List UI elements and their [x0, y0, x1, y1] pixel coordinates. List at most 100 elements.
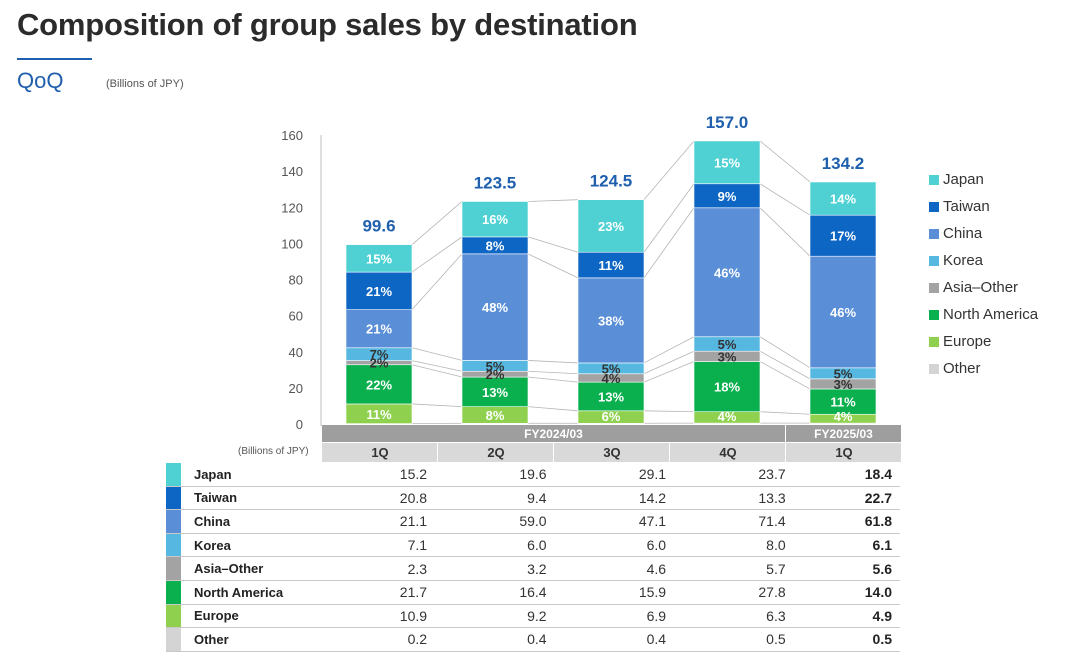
row-swatch: [166, 533, 181, 558]
table-cell: 21.1: [322, 509, 443, 534]
percentage-label: 4%: [834, 409, 853, 424]
quarter-label: 3Q: [603, 445, 620, 460]
percentage-label: 8%: [486, 408, 505, 423]
bar-segment: [577, 251, 645, 279]
percentage-label: 4%: [718, 409, 737, 424]
bar-segment: [809, 255, 877, 369]
legend-label: Europe: [943, 333, 992, 350]
y-tick-label: 20: [289, 381, 303, 396]
total-label: 123.5: [474, 173, 517, 192]
percentage-label: 13%: [482, 385, 508, 400]
table-cell: 0.5: [800, 627, 900, 652]
row-swatch: [166, 486, 181, 511]
connector-line: [527, 360, 579, 364]
legend-swatch: [929, 363, 939, 374]
table-cell: 6.1: [800, 533, 900, 558]
legend-label: Other: [943, 360, 981, 377]
percentage-label: 14%: [830, 192, 856, 207]
percentage-label: 22%: [366, 377, 392, 392]
table-cell: 6.0: [561, 533, 682, 558]
percentage-label: 11%: [366, 407, 392, 422]
percentage-label: 5%: [834, 366, 853, 381]
table-cell: 5.6: [800, 556, 900, 581]
row-label: Europe: [180, 604, 323, 629]
percentage-label: 17%: [830, 229, 856, 244]
connector-line: [411, 236, 463, 273]
percentage-label: 2%: [486, 367, 505, 382]
percentage-label: 5%: [486, 359, 505, 374]
legend-item: Other: [929, 355, 1038, 382]
table-row: Japan 15.2 19.6 29.1 23.7 18.4: [166, 463, 900, 487]
bar-segment: [345, 309, 413, 349]
table-row: Korea 7.1 6.0 6.0 8.0 6.1: [166, 533, 900, 558]
row-swatch: [166, 463, 181, 487]
connector-line: [759, 350, 811, 380]
y-tick-label: 0: [296, 417, 303, 432]
table-cell: 9.2: [442, 604, 562, 629]
table-cell: 7.1: [322, 533, 443, 558]
row-label: Japan: [180, 463, 323, 487]
row-swatch: [166, 604, 181, 629]
percentage-label: 46%: [714, 265, 740, 280]
percentage-label: 5%: [718, 337, 737, 352]
table-row: North America 21.7 16.4 15.9 27.8 14.0: [166, 580, 900, 605]
connector-line: [759, 207, 811, 257]
table-cell: 59.0: [442, 509, 562, 534]
percentage-label: 48%: [482, 300, 508, 315]
legend-label: China: [943, 225, 983, 242]
percentage-label: 21%: [366, 284, 392, 299]
connector-line: [643, 361, 695, 383]
percentage-label: 15%: [366, 251, 392, 266]
table-cell: 29.1: [561, 463, 682, 487]
table-cell: 20.8: [322, 486, 443, 511]
row-label: North America: [180, 580, 323, 605]
table-cell: 71.4: [681, 509, 801, 534]
table-cell: 14.2: [561, 486, 682, 511]
percentage-label: 8%: [486, 238, 505, 253]
table-cell: 5.7: [681, 556, 801, 581]
table-row: China 21.1 59.0 47.1 71.4 61.8: [166, 509, 900, 534]
row-swatch: [166, 509, 181, 534]
row-label: Korea: [180, 533, 323, 558]
connector-line: [643, 207, 695, 279]
quarter-band: [786, 443, 901, 462]
table-cell: 21.7: [322, 580, 443, 605]
table-cell: 3.2: [442, 556, 562, 581]
y-tick-label: 160: [281, 128, 303, 143]
table-cell: 8.0: [681, 533, 801, 558]
connector-line: [527, 253, 579, 279]
table-cell: 15.2: [322, 463, 443, 487]
percentage-label: 21%: [366, 322, 392, 337]
legend-swatch: [929, 228, 939, 239]
total-label: 134.2: [822, 154, 865, 173]
row-swatch: [166, 627, 181, 652]
connector-line: [411, 201, 463, 245]
table-cell: 0.2: [322, 627, 443, 652]
connector-line: [643, 140, 695, 200]
y-tick-label: 40: [289, 345, 303, 360]
percentage-label: 9%: [718, 189, 737, 204]
legend-swatch: [929, 336, 939, 347]
fiscal-year-label: FY2024/03: [524, 427, 583, 441]
connector-line: [411, 253, 463, 310]
legend-swatch: [929, 255, 939, 266]
bar-segment: [693, 140, 761, 185]
legend-label: Japan: [943, 171, 984, 188]
legend-item: Asia–Other: [929, 274, 1038, 301]
bar-segment: [693, 207, 761, 338]
table-cell: 19.6: [442, 463, 562, 487]
legend-item: Europe: [929, 328, 1038, 355]
table-cell: 0.5: [681, 627, 801, 652]
bar-segment: [345, 364, 413, 405]
quarter-label: 4Q: [719, 445, 736, 460]
table-row: Taiwan 20.8 9.4 14.2 13.3 22.7: [166, 486, 900, 511]
table-cell: 6.9: [561, 604, 682, 629]
table-cell: 15.9: [561, 580, 682, 605]
percentage-label: 3%: [834, 377, 853, 392]
connector-line: [643, 336, 695, 364]
page-title: Composition of group sales by destinatio…: [17, 7, 638, 42]
percentage-label: 6%: [602, 409, 621, 424]
quarter-band: [670, 443, 785, 462]
table-cell: 2.3: [322, 556, 443, 581]
